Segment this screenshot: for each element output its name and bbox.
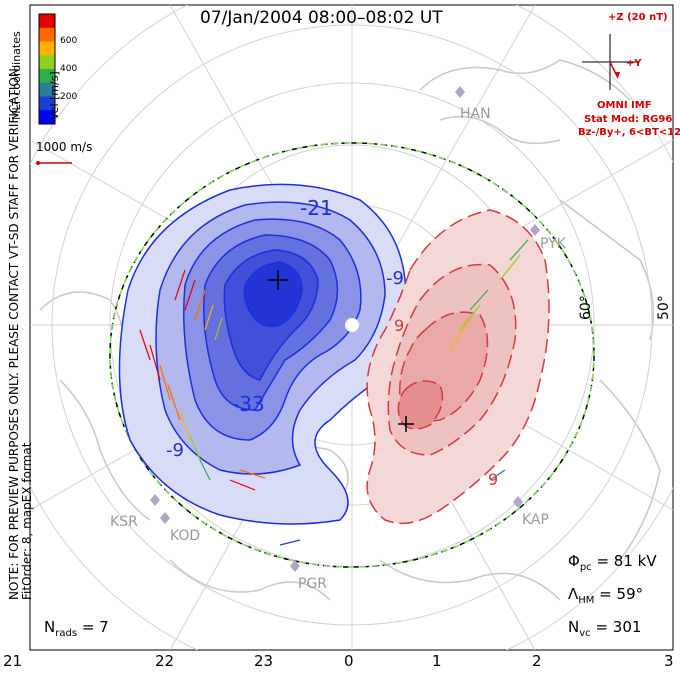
coordinate-label: MLT coordinates <box>10 31 23 120</box>
imf-source: OMNI IMF <box>597 100 652 111</box>
contour-label-minus9-b: -9 <box>166 440 184 461</box>
mlt-tick-2: 2 <box>532 652 542 670</box>
mlt-tick-22: 22 <box>155 652 175 670</box>
map-title: 07/Jan/2004 08:00–08:02 UT <box>200 8 443 28</box>
vector-count: Nvc = 301 <box>568 618 642 639</box>
radar-count: Nrads = 7 <box>44 618 109 639</box>
contour-label-minus9-a: -9 <box>386 268 404 289</box>
preview-note: NOTE: FOR PREVIEW PURPOSES ONLY. PLEASE … <box>7 64 34 600</box>
station-pyk: PYK <box>540 236 566 252</box>
station-pgr: PGR <box>298 576 328 592</box>
colorbar-segment <box>39 96 55 111</box>
colorbar-segment <box>39 69 55 84</box>
colorbar-segment <box>39 55 55 70</box>
contour-label-minus33: -33 <box>232 392 265 416</box>
latitude-label-50: 50° <box>656 295 672 320</box>
velocity-colorbar <box>39 14 55 125</box>
latitude-label-60: 60° <box>578 295 594 320</box>
imf-model-line1: Stat Mod: RG96 <box>584 114 673 125</box>
colorbar-tick-200: 200 <box>60 92 78 102</box>
imf-dial <box>582 34 638 90</box>
imf-model-line2: Bz-/By+, 6<BT<12 <box>578 127 680 138</box>
imf-z-label: +Z (20 nT) <box>608 12 668 23</box>
station-markers <box>150 86 540 572</box>
preview-note-line2: FitOrder: 8, mapEX format <box>20 442 34 600</box>
hm-boundary-latitude: ΛHM = 59° <box>568 585 644 606</box>
colorbar-tick-600: 600 <box>60 36 78 46</box>
colorbar-segment <box>39 82 55 97</box>
mlt-tick-1: 1 <box>432 652 442 670</box>
reference-vector-label: 1000 m/s <box>36 140 93 154</box>
pole-marker <box>345 318 359 332</box>
mlt-tick-21: 21 <box>3 652 23 670</box>
mlt-tick-23: 23 <box>254 652 274 670</box>
positive-potential-cell <box>366 209 550 525</box>
cross-polar-potential: Φpc = 81 kV <box>568 552 657 573</box>
colorbar-segment <box>39 41 55 56</box>
mlt-tick-3: 3 <box>664 652 674 670</box>
colorbar-tick-400: 400 <box>60 64 78 74</box>
station-han: HAN <box>460 106 491 122</box>
colorbar-segment <box>39 14 55 29</box>
hm-boundary-green <box>109 142 595 568</box>
velocity-vectors <box>139 239 529 546</box>
station-kod: KOD <box>170 528 201 544</box>
imf-y-label: +Y <box>626 58 642 69</box>
mlt-tick-0: 0 <box>344 652 354 670</box>
station-ksr: KSR <box>110 514 138 530</box>
contour-label-9-a: 9 <box>394 316 405 335</box>
colorbar-segment <box>39 27 55 42</box>
colorbar-segment <box>39 110 55 125</box>
contour-label-9-b: 9 <box>488 470 499 489</box>
station-kap: KAP <box>522 512 549 528</box>
contour-label-minus21: -21 <box>300 196 333 220</box>
